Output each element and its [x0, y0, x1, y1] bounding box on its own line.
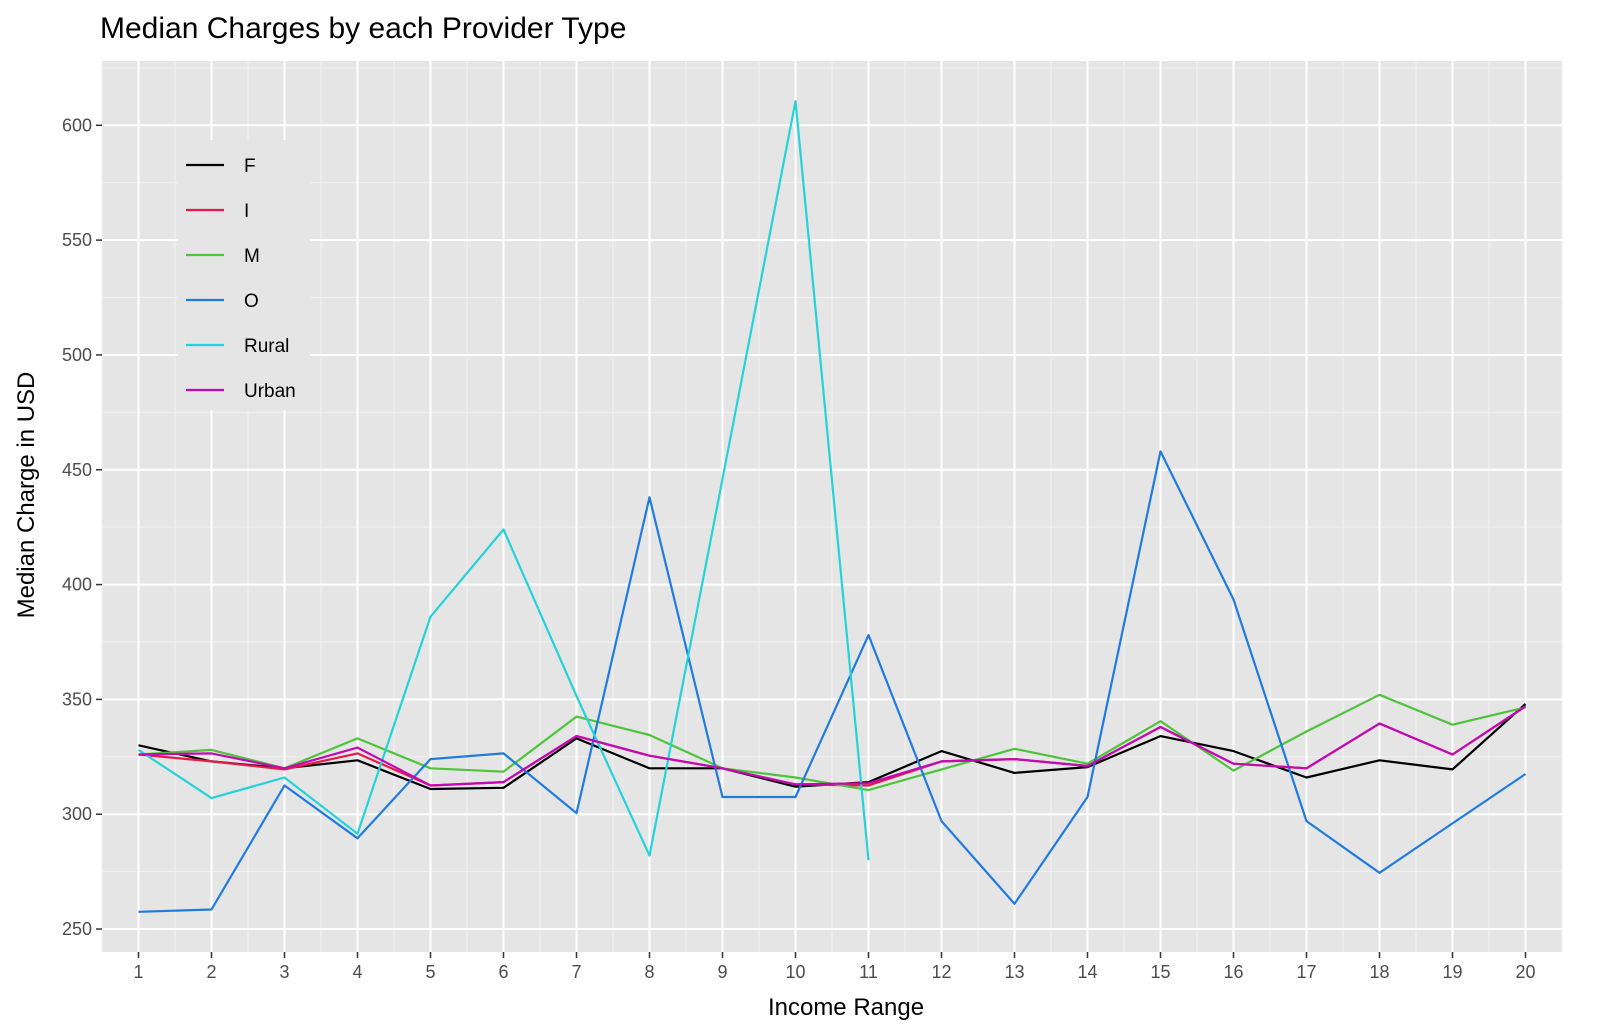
legend-label-f: F: [244, 156, 256, 177]
x-tick-label: 1: [133, 962, 143, 982]
x-tick-label: 5: [425, 962, 435, 982]
x-tick-label: 13: [1004, 962, 1024, 982]
legend-label-o: O: [244, 291, 259, 312]
y-tick-label: 500: [62, 345, 92, 365]
legend-label-urban: Urban: [244, 381, 296, 402]
x-tick-label: 20: [1515, 962, 1535, 982]
x-tick-label: 3: [279, 962, 289, 982]
y-tick-label: 450: [62, 460, 92, 480]
series-lines: [137, 100, 1527, 913]
legend-label-rural: Rural: [244, 336, 289, 357]
y-tick-label: 600: [62, 115, 92, 135]
x-tick-label: 11: [859, 962, 878, 982]
y-axis-title: Median Charge in USD: [13, 372, 40, 619]
x-tick-label: 9: [717, 962, 727, 982]
legend: F I M O Rural Urban: [178, 140, 310, 410]
legend-background: [178, 140, 310, 410]
x-tick-label: 12: [931, 962, 951, 982]
y-tick-label: 300: [62, 804, 92, 824]
grid-lines: [101, 61, 1563, 952]
chart-title: Median Charges by each Provider Type: [100, 12, 626, 45]
x-axis-title: Income Range: [768, 994, 924, 1021]
x-tick-label: 6: [498, 962, 508, 982]
y-tick-label: 250: [62, 919, 92, 939]
legend-label-i: I: [244, 201, 249, 222]
series-line-rural: [137, 100, 870, 861]
series-line-o: [138, 450, 1527, 913]
x-tick-label: 8: [644, 962, 654, 982]
y-tick-label: 400: [62, 575, 92, 595]
legend-label-m: M: [244, 246, 260, 267]
x-tick-label: 14: [1077, 962, 1097, 982]
x-tick-label: 19: [1442, 962, 1462, 982]
x-tick-label: 7: [571, 962, 581, 982]
x-tick-label: 10: [785, 962, 805, 982]
x-tick-label: 4: [352, 962, 362, 982]
x-tick-label: 17: [1296, 962, 1316, 982]
x-tick-label: 18: [1369, 962, 1389, 982]
x-tick-label: 16: [1223, 962, 1243, 982]
x-tick-label: 2: [206, 962, 216, 982]
y-tick-label: 550: [62, 230, 92, 250]
series-line-urban: [138, 705, 1527, 787]
x-tick-label: 15: [1150, 962, 1170, 982]
y-tick-label: 350: [62, 689, 92, 709]
